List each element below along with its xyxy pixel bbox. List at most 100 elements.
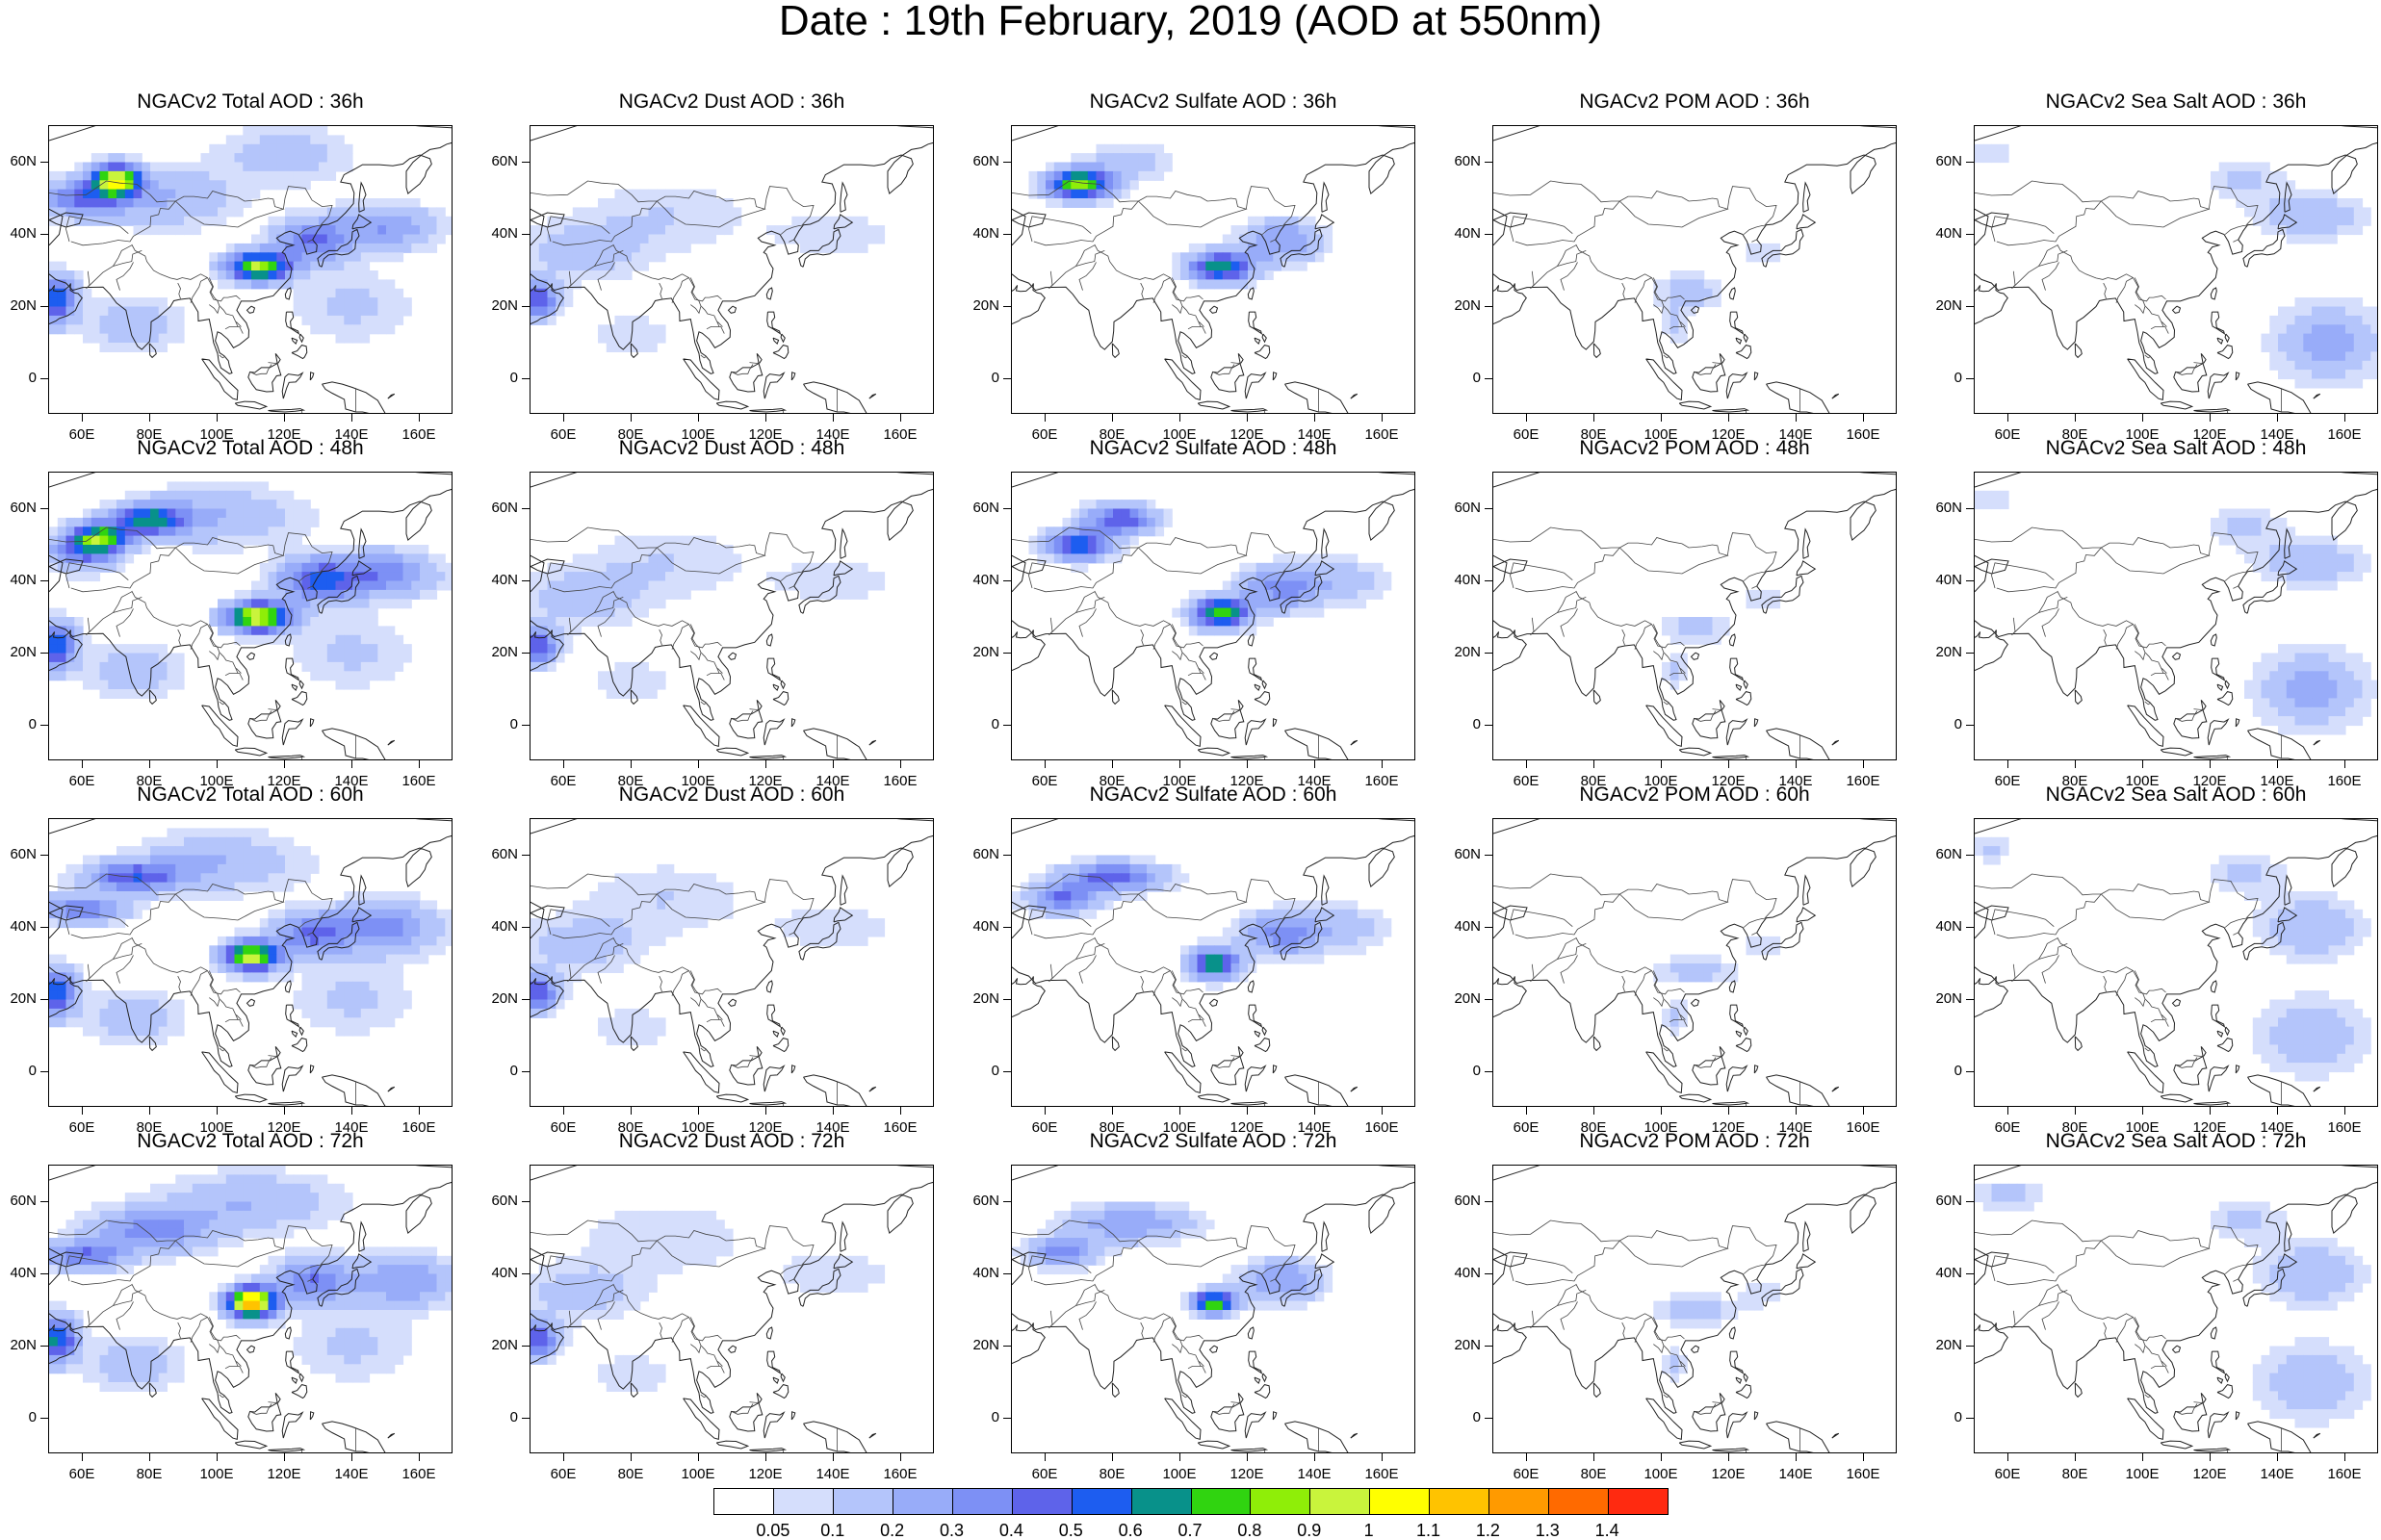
aod-cell: [683, 918, 691, 928]
aod-cell: [175, 491, 184, 500]
aod-cell: [327, 144, 336, 154]
aod-cell: [2337, 726, 2345, 735]
aod-cell: [1349, 563, 1358, 573]
aod-cell: [1687, 626, 1695, 635]
aod-cell: [1975, 500, 1983, 509]
aod-cell: [1097, 883, 1105, 892]
aod-cell: [327, 928, 336, 937]
aod-cell: [251, 518, 260, 527]
aod-cell: [623, 198, 632, 208]
aod-cell: [2312, 316, 2320, 325]
aod-cell: [302, 982, 311, 991]
aod-cell: [1088, 910, 1097, 919]
aod-cell: [142, 1017, 150, 1027]
aod-cell: [58, 671, 66, 680]
aod-cell: [395, 297, 403, 307]
aod-cell: [411, 918, 420, 928]
aod-cell: [403, 581, 412, 591]
aod-cell: [2287, 707, 2295, 717]
coastline: [730, 700, 763, 738]
aod-cell: [1214, 937, 1223, 946]
aod-cell: [226, 626, 235, 635]
aod-cell: [1704, 955, 1713, 964]
aod-cell: [269, 518, 277, 527]
lat-tick-mark: [40, 725, 48, 726]
lon-tick-mark: [833, 1107, 834, 1115]
country-border: [301, 757, 302, 759]
aod-cell: [2370, 307, 2378, 317]
aod-cell: [260, 626, 269, 635]
coastline: [1726, 1066, 1747, 1092]
aod-cell: [344, 1000, 352, 1010]
aod-cell: [285, 279, 294, 289]
aod-cell: [1205, 963, 1214, 973]
aod-cell: [66, 536, 75, 546]
aod-cell: [623, 590, 632, 600]
aod-cell: [2278, 351, 2287, 361]
aod-cell: [2320, 334, 2329, 344]
aod-cell: [1198, 972, 1206, 982]
aod-cell: [377, 644, 386, 654]
aod-cell: [336, 316, 345, 325]
lat-tick-mark: [40, 378, 48, 379]
aod-cell: [573, 955, 582, 964]
aod-cell: [125, 856, 134, 865]
aod-cell: [294, 135, 302, 144]
coastline: [1112, 344, 1119, 358]
aod-cell: [2345, 297, 2354, 307]
lat-tick-mark: [40, 580, 48, 581]
aod-cell: [83, 198, 91, 208]
aod-cell: [1205, 955, 1214, 964]
aod-cell: [2345, 698, 2354, 707]
aod-cell: [125, 491, 134, 500]
aod-cell: [2345, 324, 2354, 334]
aod-cell: [403, 198, 412, 208]
aod-cell: [598, 545, 607, 554]
aod-cell: [2244, 883, 2253, 892]
aod-cell: [683, 207, 691, 217]
aod-cell: [327, 270, 336, 280]
aod-cell: [361, 617, 370, 627]
aod-cell: [370, 635, 378, 645]
aod-cell: [1088, 518, 1097, 527]
aod-cell: [336, 581, 345, 591]
aod-cell: [218, 846, 226, 856]
aod-cell: [201, 509, 210, 519]
aod-cell: [589, 963, 598, 973]
aod-cell: [243, 153, 251, 163]
aod-cell: [708, 198, 716, 208]
aod-cell: [193, 891, 201, 901]
aod-cell: [2303, 671, 2312, 680]
aod-cell: [2320, 343, 2329, 352]
panel-title: NGACv2 Sea Salt AOD : 60h: [1935, 783, 2381, 807]
aod-cell: [344, 662, 352, 672]
aod-cell: [2262, 509, 2270, 519]
coastline: [767, 658, 781, 680]
country-border: [732, 711, 753, 722]
aod-cell: [1198, 626, 1206, 635]
aod-cell: [1113, 856, 1122, 865]
aod-cell: [2287, 334, 2295, 344]
aod-cell: [548, 644, 556, 654]
aod-cell: [66, 1009, 75, 1018]
aod-cell: [294, 644, 302, 654]
aod-cell: [370, 671, 378, 680]
lat-tick-label: 40N: [1444, 919, 1481, 935]
aod-cell: [640, 581, 649, 591]
aod-cell: [649, 590, 658, 600]
aod-cell: [269, 617, 277, 627]
aod-cell: [377, 671, 386, 680]
aod-cell: [708, 553, 716, 563]
aod-cell: [294, 297, 302, 307]
lon-tick-mark: [1796, 760, 1797, 768]
coastline: [1754, 372, 1758, 380]
aod-cell: [766, 225, 775, 235]
aod-cell: [184, 846, 193, 856]
aod-cell: [361, 635, 370, 645]
aod-cell: [125, 190, 134, 199]
aod-cell: [201, 163, 210, 172]
aod-cell: [1097, 553, 1105, 563]
country-border: [1531, 592, 1576, 635]
aod-cell: [539, 654, 548, 663]
aod-cell: [260, 599, 269, 608]
